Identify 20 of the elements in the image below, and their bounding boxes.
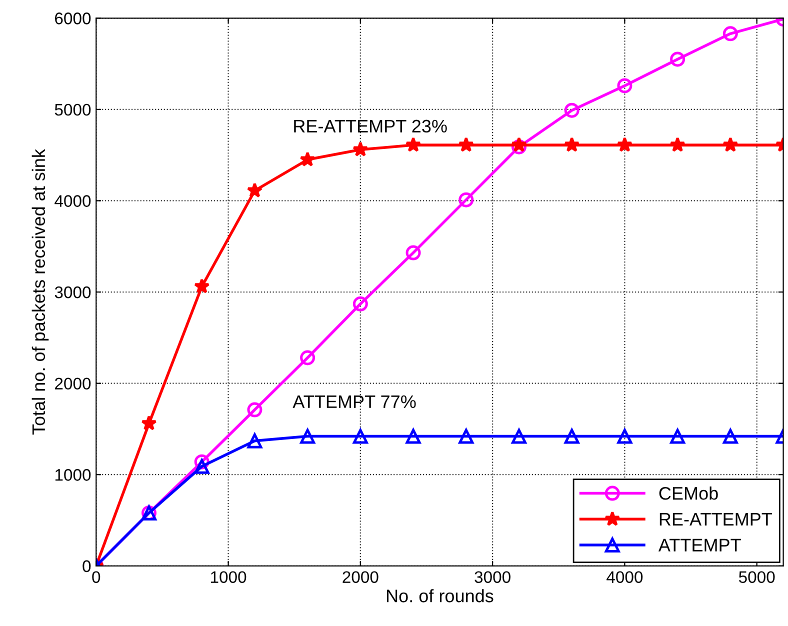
legend-label: RE-ATTEMPT (660, 513, 772, 526)
legend-label: CEMob (659, 486, 718, 500)
y-axis-title: Total no. of packets received at sink (32, 148, 49, 435)
x-tick-label: 0 (92, 571, 100, 584)
x-tick-label: 1000 (211, 571, 246, 584)
y-tick-label: 1000 (55, 469, 91, 481)
x-tick-label: 3000 (474, 571, 510, 584)
x-tick-label: 5000 (738, 571, 775, 584)
y-tick-label: 0 (82, 560, 91, 572)
annotation: RE-ATTEMPT 23% (294, 120, 447, 133)
x-tick-label: 4000 (606, 571, 643, 584)
y-tick-label: 2000 (55, 378, 91, 390)
y-tick-label: 6000 (55, 12, 91, 24)
annotation: ATTEMPT 77% (292, 395, 416, 408)
legend-label: ATTEMPT (658, 538, 741, 552)
x-axis-title: No. of rounds (386, 589, 494, 602)
x-tick-label: 2000 (342, 571, 378, 584)
y-tick-label: 5000 (54, 104, 91, 116)
y-tick-label: 4000 (54, 195, 91, 207)
y-tick-label: 3000 (54, 286, 91, 298)
